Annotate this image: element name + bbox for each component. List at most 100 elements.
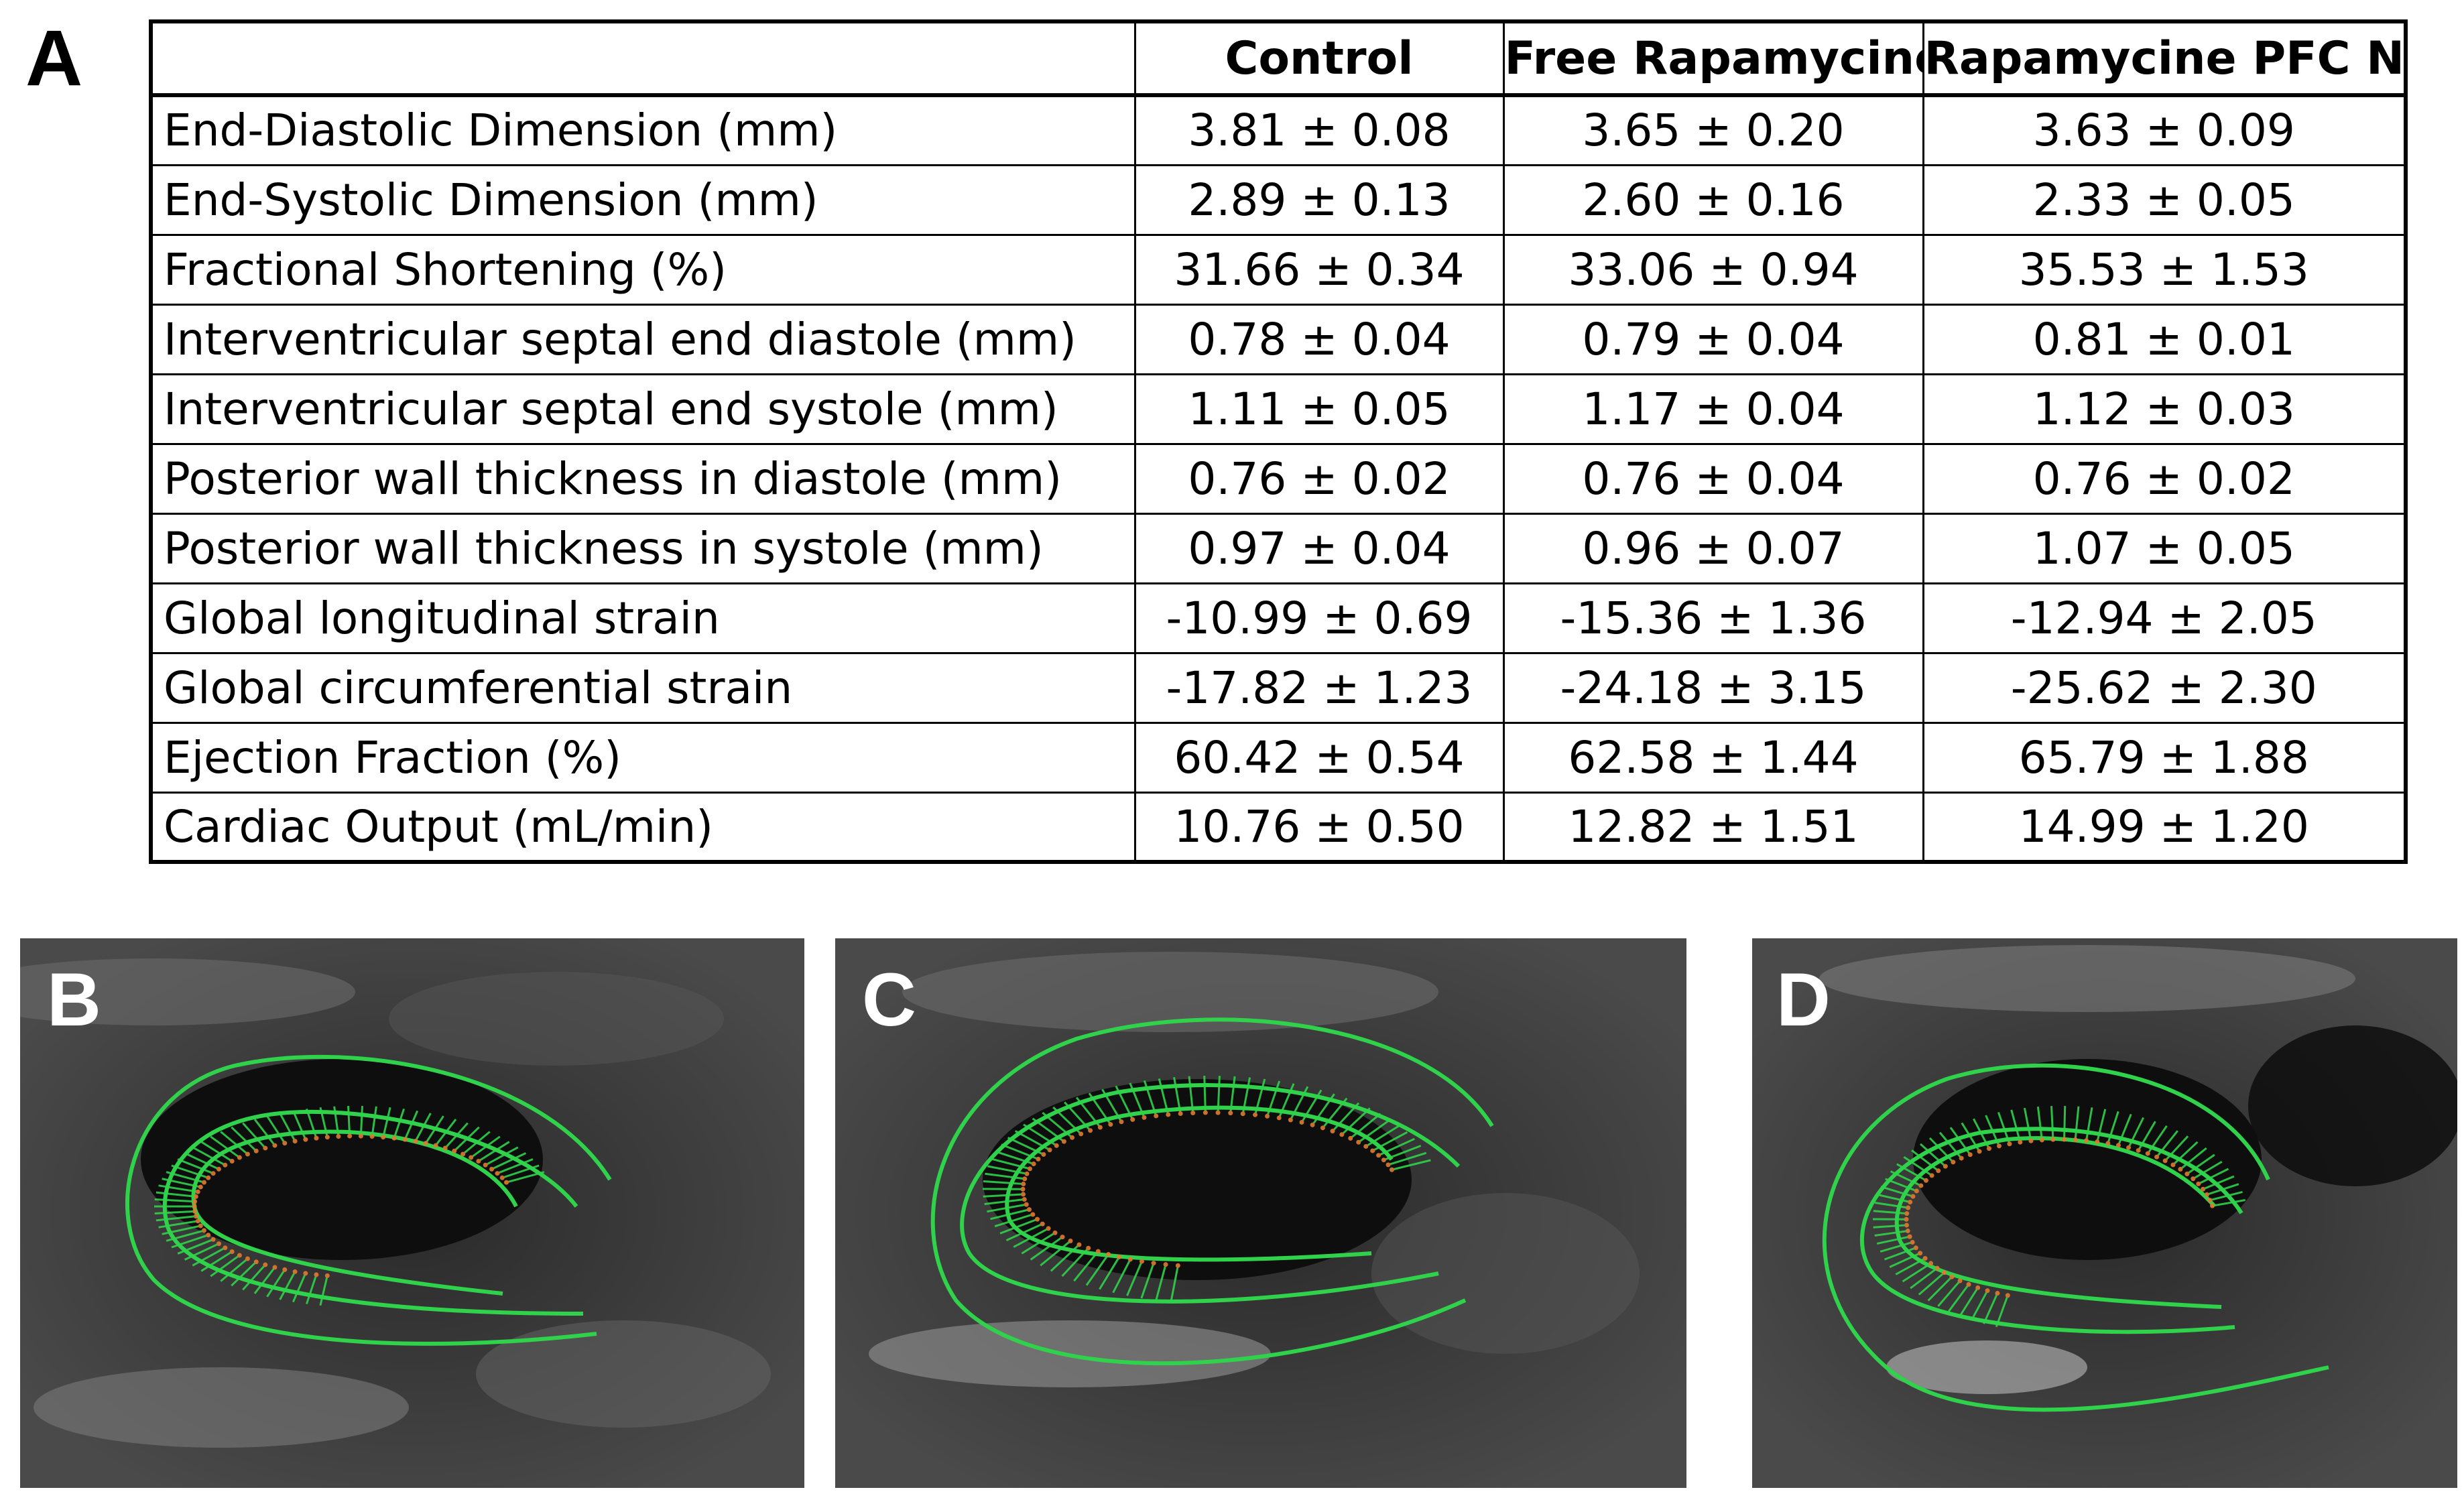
strain-hatch-line — [470, 1135, 501, 1159]
tracking-dot — [1076, 1242, 1082, 1247]
strain-hatch-line — [1995, 1295, 2009, 1328]
tracking-dot — [292, 1139, 298, 1144]
strain-hatch-line — [2164, 1135, 2189, 1162]
strain-hatch-line — [1085, 1253, 1109, 1286]
tracking-dot — [1026, 1207, 1032, 1212]
strain-hatch-line — [1349, 1113, 1381, 1139]
row-label: Interventricular septal end systole (mm) — [149, 373, 1136, 445]
strain-hatch-line — [444, 1122, 469, 1149]
tracking-dot — [263, 1262, 268, 1267]
strain-hatch-line — [2023, 1107, 2032, 1141]
tracking-dot — [1024, 1202, 1029, 1207]
strain-hatch-line — [2010, 1109, 2022, 1143]
tracking-dot — [442, 1145, 448, 1151]
strain-hatch-line — [1918, 1271, 1945, 1296]
panel-label-b: B — [47, 958, 101, 1042]
strain-hatch-line — [1088, 1092, 1112, 1125]
strain-hatch-line — [983, 1193, 1024, 1198]
tracking-dot — [369, 1134, 375, 1139]
tracking-dot — [324, 1135, 330, 1140]
tracking-dot — [2178, 1167, 2183, 1172]
tracking-dot — [210, 1171, 216, 1176]
strain-hatch-line — [156, 1215, 196, 1222]
tracking-dot — [263, 1145, 268, 1151]
strain-hatch-line — [987, 1203, 1027, 1213]
tracking-dot — [1166, 1112, 1171, 1117]
strain-hatch-line — [347, 1106, 351, 1137]
strain-hatch-line — [1903, 1156, 1932, 1177]
tracking-dot — [1934, 1265, 1940, 1271]
strain-hatch-line — [1040, 1240, 1071, 1267]
strain-hatch-line — [220, 1257, 249, 1282]
strain-hatch-line — [1126, 1261, 1143, 1296]
strain-hatch-line — [1880, 1186, 1914, 1198]
strain-hatch-line — [1005, 1223, 1043, 1241]
tracking-dot — [476, 1159, 481, 1164]
strain-hatch-line — [987, 1165, 1028, 1175]
strain-hatch-line — [1948, 1283, 1970, 1312]
tracking-dot — [2204, 1192, 2209, 1197]
tracking-dot — [1959, 1155, 1964, 1161]
tracking-dot — [2136, 1147, 2141, 1153]
tracking-dot — [1320, 1125, 1325, 1131]
tracking-dot — [210, 1237, 216, 1242]
strain-hatch-line — [2212, 1199, 2246, 1207]
row-label: Posterior wall thickness in diastole (mm… — [149, 442, 1136, 515]
tracking-dot — [1904, 1223, 1910, 1228]
tracking-dot — [1127, 1257, 1133, 1262]
tracking-dot — [1913, 1245, 1918, 1251]
strain-hatch-line — [2198, 1168, 2229, 1185]
strain-hatch-line — [158, 1184, 198, 1193]
panel-label-d: D — [1776, 958, 1831, 1042]
tracking-dot — [198, 1184, 203, 1190]
tracking-dot — [1068, 1239, 1073, 1244]
tracking-dot — [1276, 1115, 1282, 1121]
tracking-dot — [282, 1141, 288, 1146]
strain-hatch-line — [2156, 1130, 2178, 1158]
tracking-dot — [1975, 1285, 1981, 1290]
tracking-dot — [1381, 1157, 1386, 1163]
strain-hatch-line — [210, 1135, 241, 1159]
panel-label-a: A — [25, 14, 83, 103]
table-row: Global circumferential strain -17.82 ± 1.… — [149, 651, 2407, 724]
row-value: 14.99 ± 1.20 — [1922, 791, 2407, 863]
tracking-dot — [2196, 1181, 2201, 1186]
table-row: Ejection Fraction (%) 60.42 ± 0.54 62.58 ±… — [149, 721, 2407, 794]
strain-hatch-line — [1014, 1130, 1050, 1151]
tracking-dot — [2184, 1171, 2190, 1176]
tracking-dot — [1021, 1192, 1026, 1197]
strain-hatch-line — [1911, 1149, 1939, 1172]
strain-hatch-line — [1896, 1163, 1927, 1182]
strain-hatch-line — [266, 1269, 286, 1298]
strain-hatch-line — [1050, 1243, 1080, 1272]
strain-hatch-line — [1372, 1131, 1408, 1152]
strain-hatch-line — [1115, 1085, 1134, 1121]
strain-hatch-line — [371, 1106, 377, 1137]
strain-hatch-line — [184, 1243, 220, 1261]
tracking-dot — [1034, 1216, 1040, 1222]
strain-hatch-line — [999, 1218, 1038, 1235]
tracking-dot — [1054, 1143, 1059, 1148]
header-empty — [149, 20, 1136, 97]
strain-hatch-line — [1170, 1265, 1179, 1302]
tracking-dot — [1923, 1178, 1928, 1183]
strain-hatch-line — [1895, 1257, 1926, 1275]
table-row: End-Systolic Dimension (mm) 2.89 ± 0.13 2.… — [149, 164, 2407, 236]
tracking-dot — [358, 1133, 363, 1139]
tracking-dot — [2062, 1137, 2067, 1142]
strain-hatch-line — [1254, 1078, 1266, 1115]
tracking-dot — [413, 1139, 418, 1144]
strain-hatch-line — [1075, 1096, 1101, 1128]
tracking-dot — [1929, 1173, 1934, 1178]
tracking-dot — [1986, 1146, 1991, 1151]
tracking-dot — [193, 1214, 198, 1219]
row-value: 12.82 ± 1.51 — [1502, 791, 1924, 863]
strain-hatch-line — [1902, 1262, 1932, 1283]
tracking-dot — [1910, 1194, 1916, 1199]
strain-hatch-line — [506, 1171, 545, 1184]
strain-hatch-line — [2137, 1121, 2156, 1151]
tracking-dot — [1904, 1211, 1910, 1216]
echo-results-table: Control Free Rapamycine Rapamycine PFC N… — [149, 19, 2408, 864]
table-row: Interventricular septal end diastole (mm… — [149, 303, 2407, 375]
tracking-dot — [2201, 1186, 2206, 1192]
